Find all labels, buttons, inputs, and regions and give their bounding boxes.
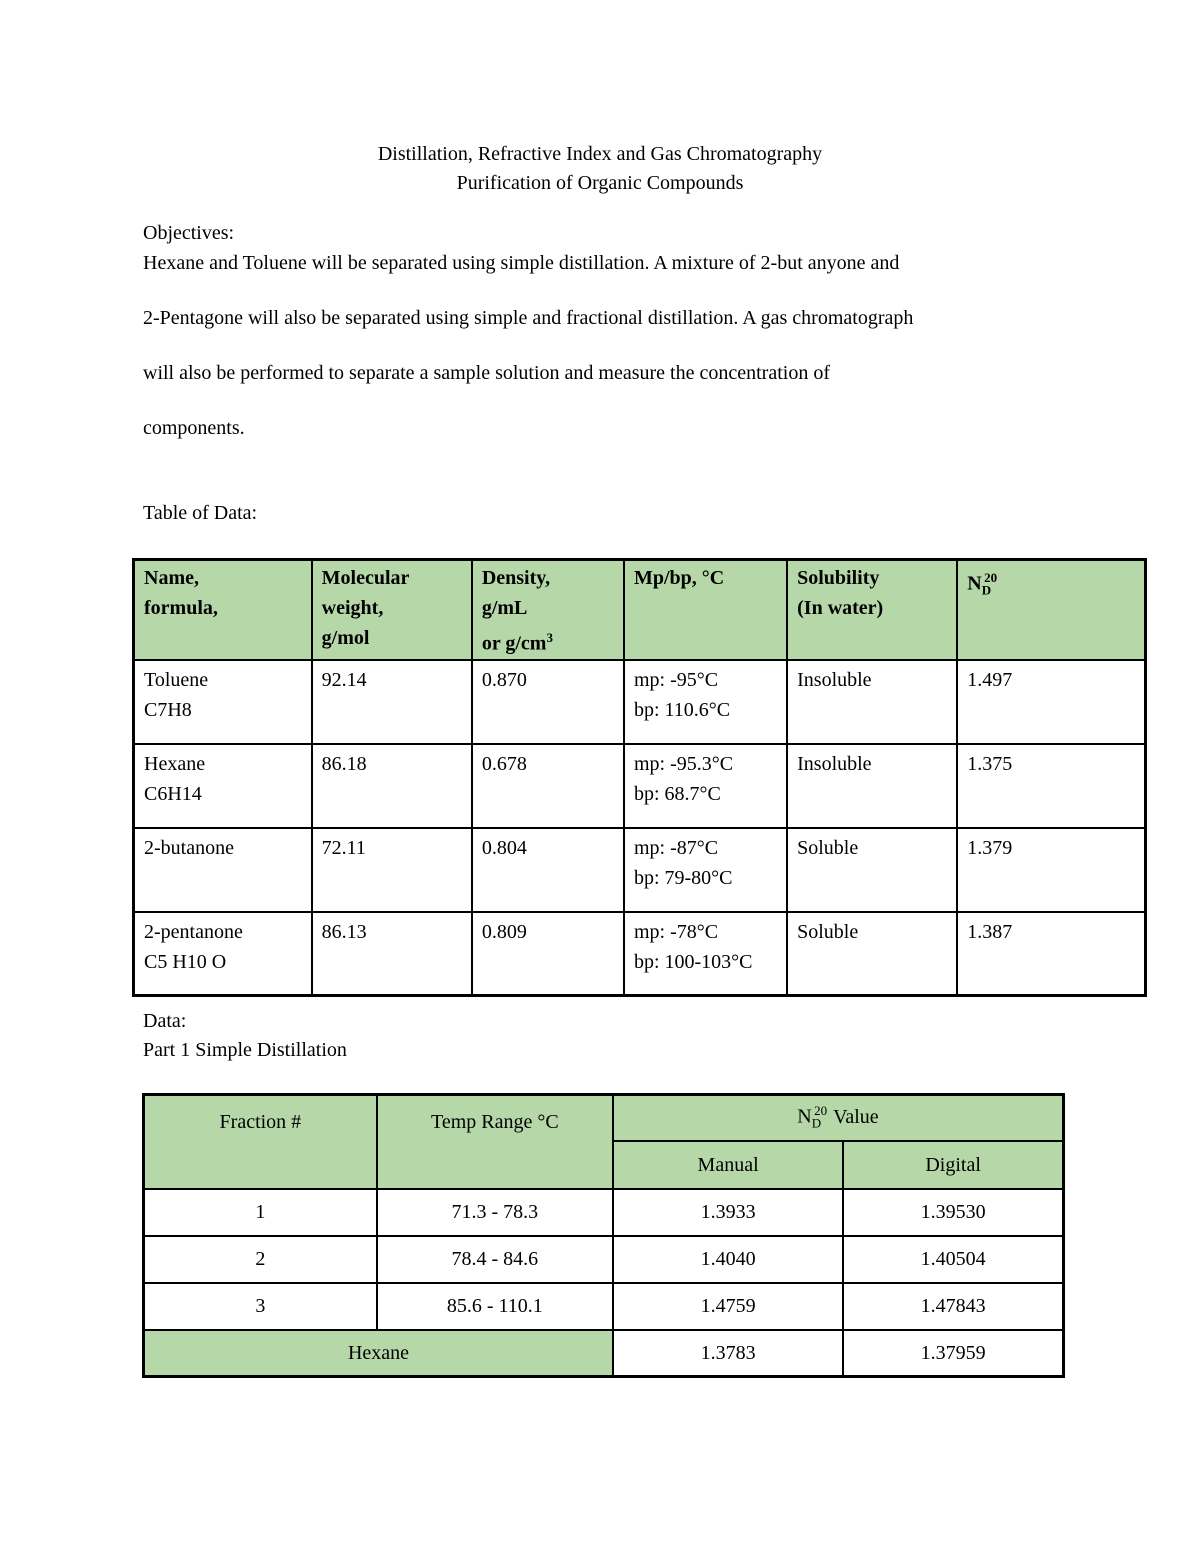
header-solubility: Solubility (In water) bbox=[786, 558, 959, 661]
objectives-line: components. bbox=[143, 417, 245, 439]
objectives-line: will also be performed to separate a sam… bbox=[143, 362, 830, 384]
objectives-line: Hexane and Toluene will be separated usi… bbox=[143, 252, 900, 274]
cell-nd: 1.379 bbox=[956, 826, 1147, 913]
table-row-hexane: Hexane C6H14 86.18 0.678 mp: -95.3°C bp:… bbox=[132, 742, 1147, 829]
objectives-line: 2-Pentagone will also be separated using… bbox=[143, 307, 914, 329]
nd-subscript: D bbox=[981, 582, 992, 598]
cell-density: 0.678 bbox=[470, 742, 625, 829]
distillation-row-2: 2 78.4 - 84.6 1.4040 1.40504 bbox=[142, 1234, 1065, 1284]
cell-molecular-weight: 72.11 bbox=[310, 826, 473, 913]
cell-molecular-weight: 86.13 bbox=[310, 910, 473, 997]
header-nd-value: ND20 Value bbox=[611, 1093, 1065, 1142]
cell-solubility: Soluble bbox=[786, 910, 959, 997]
header-mp-bp: Mp/bp, °C bbox=[622, 558, 789, 661]
distillation-row-hexane: Hexane 1.3783 1.37959 bbox=[142, 1328, 1065, 1378]
cell-mp-bp: mp: -87°C bp: 79-80°C bbox=[622, 826, 789, 913]
cell-fraction: 2 bbox=[142, 1234, 378, 1284]
header-density: Density, g/mL or g/cm3 bbox=[470, 558, 625, 661]
objectives-label: Objectives: bbox=[143, 222, 235, 244]
distillation-header-row-1: Fraction # Temp Range °C ND20 Value bbox=[142, 1093, 1065, 1190]
header-digital: Digital bbox=[842, 1139, 1065, 1190]
cell-solubility: Insoluble bbox=[786, 742, 959, 829]
cell-name: 2-butanone bbox=[132, 826, 313, 913]
cell-manual: 1.3783 bbox=[611, 1328, 845, 1378]
table-header-row: Name, formula, Molecular weight, g/mol D… bbox=[132, 558, 1147, 661]
cell-hexane-label: Hexane bbox=[142, 1328, 614, 1378]
cell-solubility: Soluble bbox=[786, 826, 959, 913]
cell-density: 0.804 bbox=[470, 826, 625, 913]
cell-digital: 1.39530 bbox=[842, 1187, 1065, 1237]
header-name-formula: Name, formula, bbox=[132, 558, 313, 661]
header-fraction: Fraction # bbox=[142, 1093, 378, 1190]
cell-density: 0.809 bbox=[470, 910, 625, 997]
objectives-paragraph: Hexane and Toluene will be separated usi… bbox=[143, 250, 1073, 470]
table-of-data: Name, formula, Molecular weight, g/mol D… bbox=[132, 558, 1147, 998]
header-molecular-weight: Molecular weight, g/mol bbox=[310, 558, 473, 661]
cell-molecular-weight: 86.18 bbox=[310, 742, 473, 829]
cell-name: 2-pentanone C5 H10 O bbox=[132, 910, 313, 997]
cell-solubility: Insoluble bbox=[786, 658, 959, 745]
distillation-row-1: 1 71.3 - 78.3 1.3933 1.39530 bbox=[142, 1187, 1065, 1237]
header-temp-range: Temp Range °C bbox=[375, 1093, 614, 1190]
cell-nd: 1.375 bbox=[956, 742, 1147, 829]
cell-mp-bp: mp: -95°C bp: 110.6°C bbox=[622, 658, 789, 745]
cell-manual: 1.4759 bbox=[611, 1281, 845, 1331]
cell-temp-range: 85.6 - 110.1 bbox=[375, 1281, 614, 1331]
cell-digital: 1.40504 bbox=[842, 1234, 1065, 1284]
cell-molecular-weight: 92.14 bbox=[310, 658, 473, 745]
nd-subscript: D bbox=[811, 1116, 822, 1132]
distillation-header-row-2: Manual Digital bbox=[144, 1139, 1065, 1190]
cell-manual: 1.3933 bbox=[611, 1187, 845, 1237]
distillation-row-3: 3 85.6 - 110.1 1.4759 1.47843 bbox=[142, 1281, 1065, 1331]
cell-temp-range: 71.3 - 78.3 bbox=[375, 1187, 614, 1237]
cell-digital: 1.37959 bbox=[842, 1328, 1065, 1378]
cell-nd: 1.387 bbox=[956, 910, 1147, 997]
nd-superscript: 20 bbox=[984, 570, 998, 585]
cell-fraction: 1 bbox=[142, 1187, 378, 1237]
part1-label: Part 1 Simple Distillation bbox=[143, 1039, 347, 1061]
cell-mp-bp: mp: -95.3°C bp: 68.7°C bbox=[622, 742, 789, 829]
distillation-table: Fraction # Temp Range °C ND20 Value Manua… bbox=[142, 1093, 1065, 1378]
header-manual: Manual bbox=[611, 1139, 845, 1190]
table-row-2-pentanone: 2-pentanone C5 H10 O 86.13 0.809 mp: -78… bbox=[132, 910, 1147, 997]
cell-nd: 1.497 bbox=[956, 658, 1147, 745]
cell-mp-bp: mp: -78°C bp: 100-103°C bbox=[622, 910, 789, 997]
cell-name: Toluene C7H8 bbox=[132, 658, 313, 745]
document-title: Distillation, Refractive Index and Gas C… bbox=[0, 140, 1200, 198]
header-refractive-index: ND20 bbox=[956, 558, 1147, 661]
table-of-data-label: Table of Data: bbox=[143, 502, 258, 524]
table-row-2-butanone: 2-butanone 72.11 0.804 mp: -87°C bp: 79-… bbox=[132, 826, 1147, 913]
nd-superscript: 20 bbox=[814, 1103, 828, 1119]
cell-fraction: 3 bbox=[142, 1281, 378, 1331]
cell-manual: 1.4040 bbox=[611, 1234, 845, 1284]
title-line-1: Distillation, Refractive Index and Gas C… bbox=[377, 143, 823, 165]
title-line-2: Purification of Organic Compounds bbox=[456, 172, 744, 194]
cell-digital: 1.47843 bbox=[842, 1281, 1065, 1331]
cell-temp-range: 78.4 - 84.6 bbox=[375, 1234, 614, 1284]
data-label: Data: bbox=[143, 1010, 187, 1032]
cubed-superscript: 3 bbox=[546, 630, 553, 645]
table-row-toluene: Toluene C7H8 92.14 0.870 mp: -95°C bp: 1… bbox=[132, 658, 1147, 745]
cell-name: Hexane C6H14 bbox=[132, 742, 313, 829]
cell-density: 0.870 bbox=[470, 658, 625, 745]
